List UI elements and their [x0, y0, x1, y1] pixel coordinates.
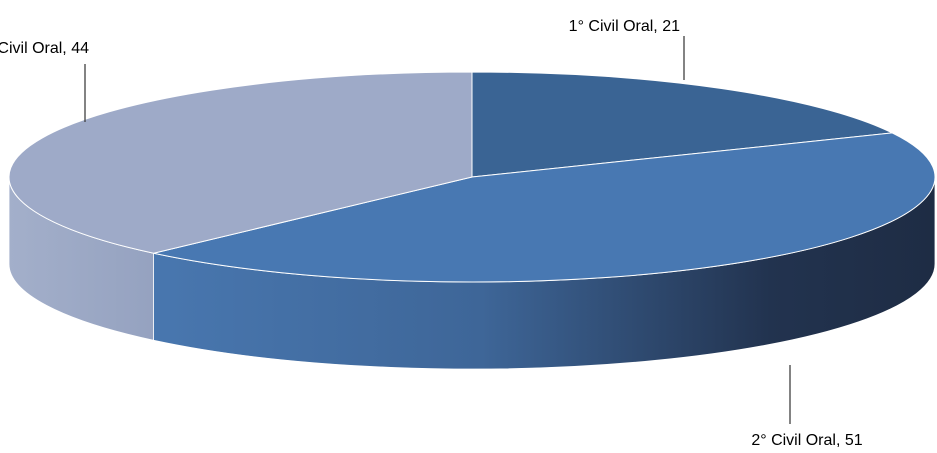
pie-tops [8, 71, 936, 283]
pie-slice-3 [8, 71, 473, 254]
pie-labels: 1° Civil Oral, 21 2° Civil Oral, 51 3° Civ… [0, 18, 863, 449]
data-label-slice-1: 1° Civil Oral, 21 [569, 18, 680, 35]
pie-slice-2 [153, 132, 936, 283]
pie-slice-1 [471, 71, 894, 178]
data-label-slice-2: 2° Civil Oral, 51 [751, 432, 862, 449]
data-label-slice-3: 3° Civil Oral, 44 [0, 40, 89, 57]
